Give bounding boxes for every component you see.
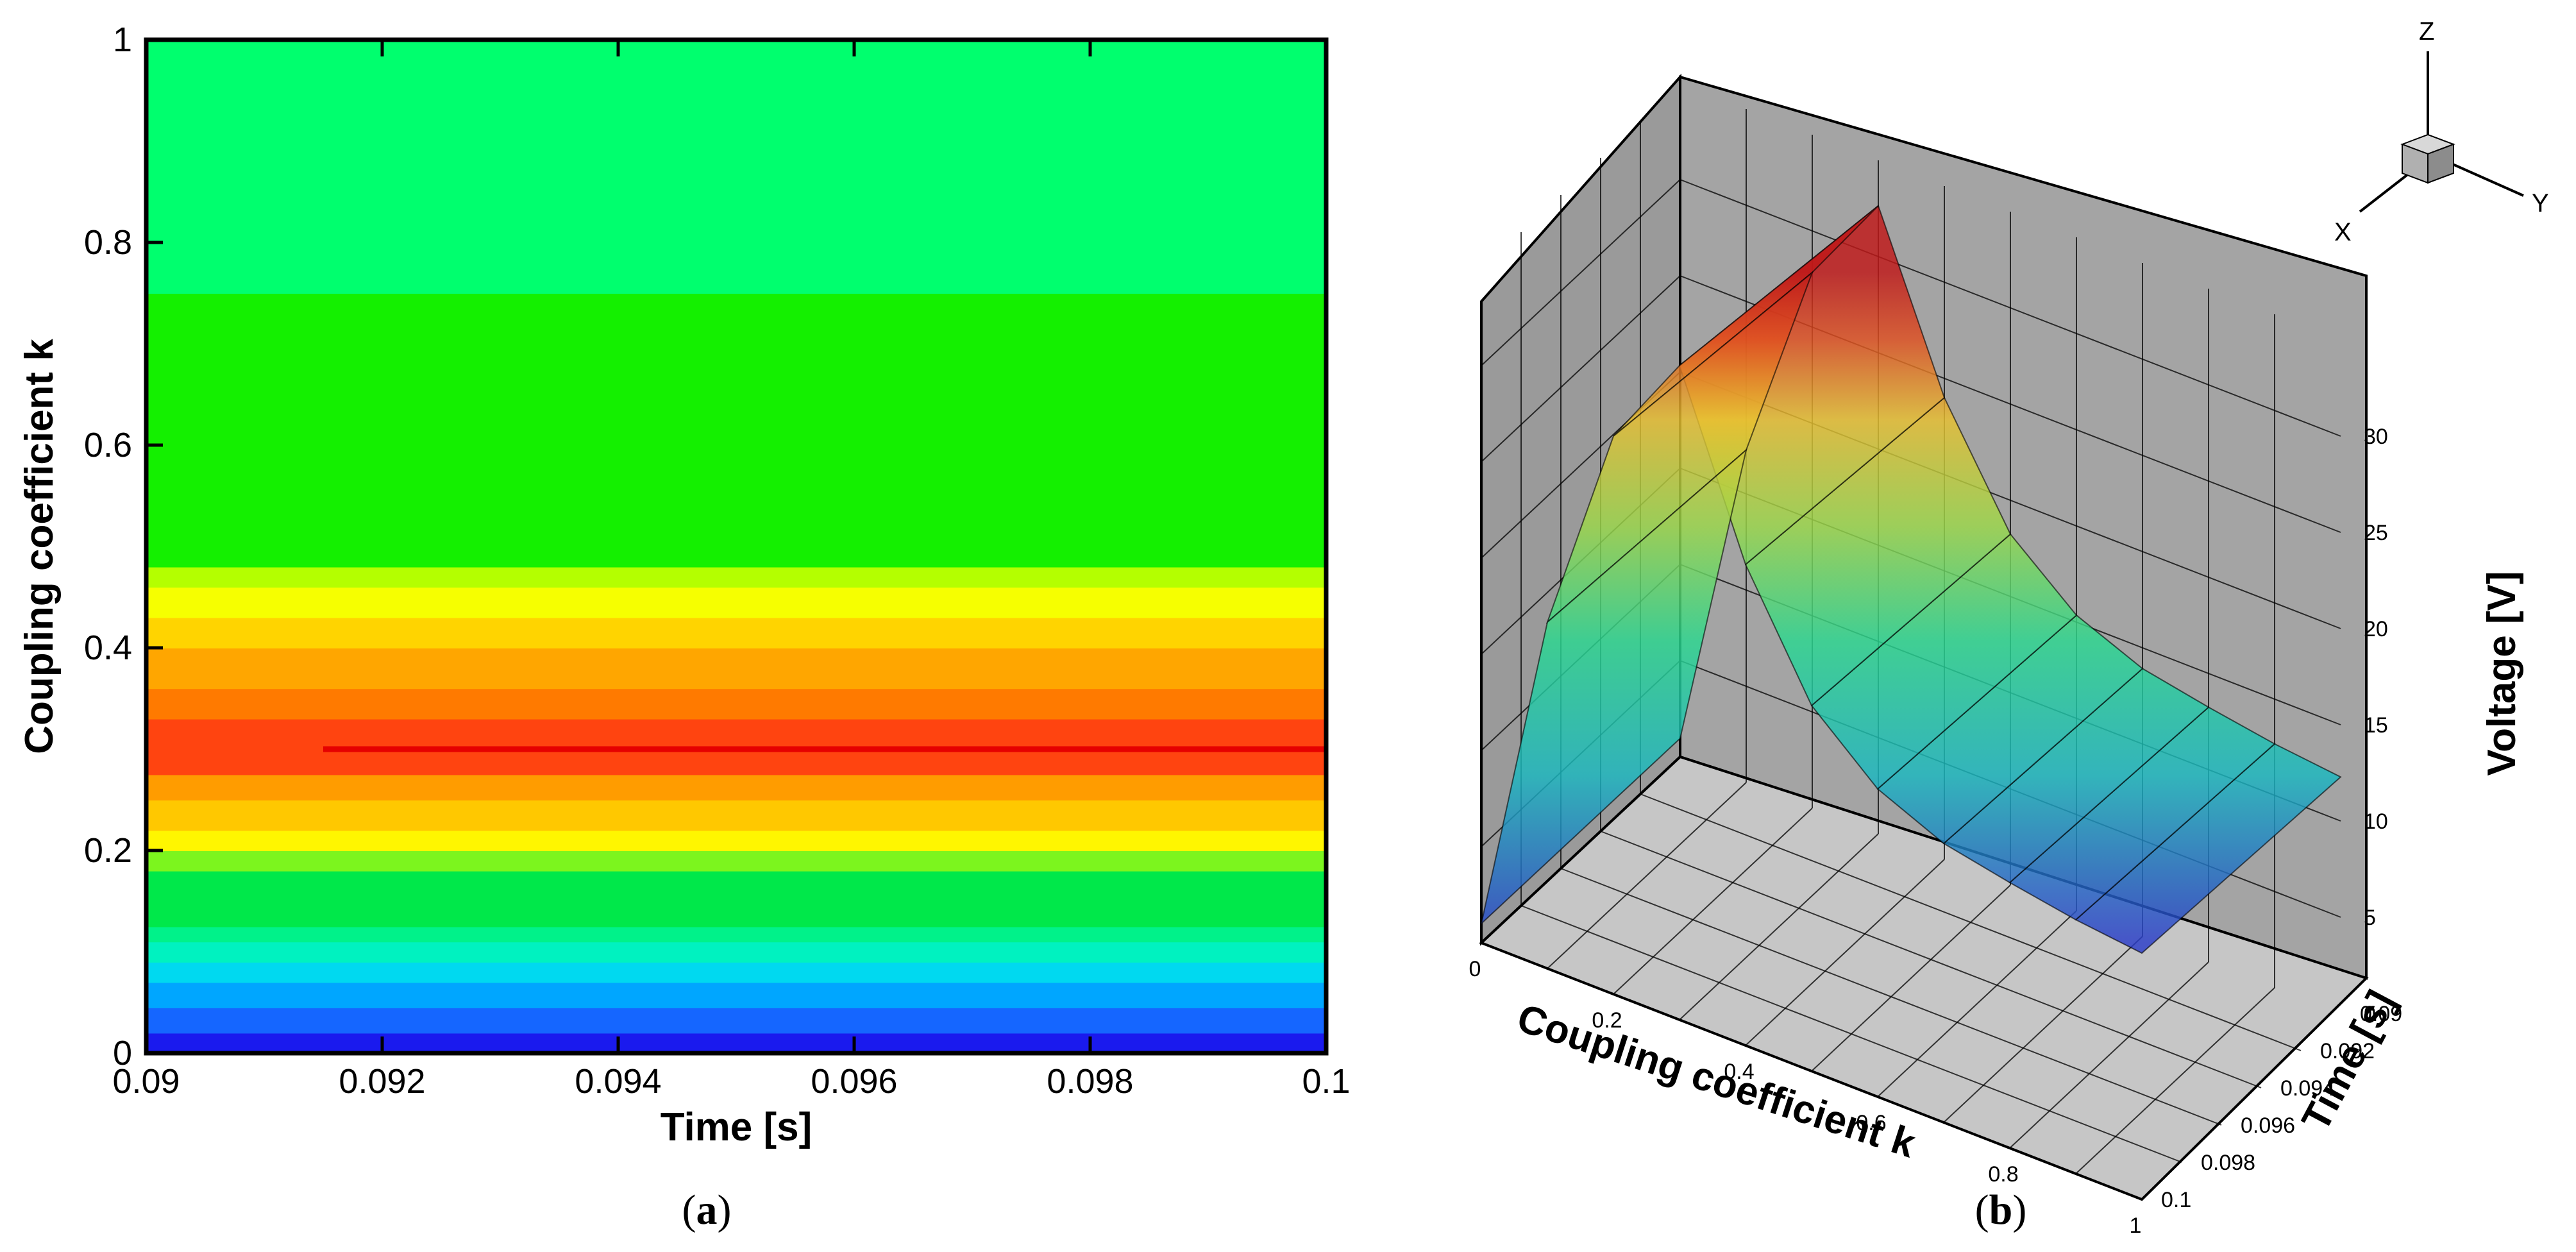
- voltage-axis-ticks: 0 5 10 15 20 25 30: [2364, 425, 2388, 1026]
- contour-band-7: [146, 850, 1326, 872]
- x-tick-label: 0.092: [339, 1062, 425, 1101]
- orientation-triad: Z Y X: [2334, 17, 2549, 246]
- k-tick-label: 0.8: [1988, 1162, 2018, 1187]
- grid-line: [2009, 961, 2209, 1149]
- k-tick-label: 0: [1469, 957, 1481, 981]
- floor-plane: [1479, 755, 2369, 1201]
- grid-line: [1745, 859, 1945, 1046]
- y-tick-label: 0.8: [84, 223, 132, 262]
- grid-line: [1547, 782, 1747, 969]
- x-tick-label: 0.09: [112, 1062, 180, 1101]
- grid-line: [1640, 793, 2302, 1051]
- grid-line: [1481, 179, 1681, 366]
- panel-a-caption: (a): [682, 1187, 732, 1233]
- x-tick-label: 0.1: [1302, 1062, 1350, 1101]
- y-tick-label: 0: [113, 1034, 132, 1072]
- y-axis-ticks: 0 0.2 0.4 0.6 0.8 1: [84, 21, 163, 1072]
- time-tick-label: 0.09: [2360, 1002, 2402, 1026]
- plot-frame: [144, 37, 1329, 1056]
- voltage-tick-label: 15: [2364, 713, 2388, 738]
- time-tick-label: 0.096: [2241, 1113, 2295, 1138]
- grid-line: [1613, 808, 1813, 995]
- grid-line: [2075, 987, 2275, 1174]
- grid-line: [1679, 179, 2341, 437]
- k-axis-ticks: 0 0.2 0.4 0.6 0.8 1: [1469, 957, 2142, 1238]
- y-tick-label: 0.6: [84, 426, 132, 464]
- contour-band-12: [146, 688, 1326, 720]
- contour-band-18: [146, 40, 1326, 294]
- x-tick-label: 0.098: [1047, 1062, 1133, 1101]
- grid-line: [1600, 831, 2262, 1088]
- voltage-tick-label: 0: [2364, 1002, 2376, 1026]
- contour-band-1: [146, 1007, 1326, 1034]
- panel-b-caption: (b): [1975, 1187, 2027, 1233]
- contour-band-9: [146, 800, 1326, 831]
- time-tick-label: 0.1: [2161, 1188, 2191, 1212]
- triad-y-label: Y: [2532, 189, 2549, 217]
- voltage-tick-label: 20: [2364, 617, 2388, 641]
- contour-band-6: [146, 870, 1326, 927]
- triad-x-label: X: [2334, 218, 2352, 246]
- contour-band-8: [146, 830, 1326, 851]
- contour-band-2: [146, 982, 1326, 1008]
- x-tick-label: 0.094: [575, 1062, 661, 1101]
- k-tick-label: 1: [2130, 1214, 2142, 1238]
- contour-band-10: [146, 774, 1326, 800]
- contour-band-16: [146, 566, 1326, 588]
- y-tick-label: 0.4: [84, 629, 132, 667]
- x-tick-label: 0.096: [811, 1062, 897, 1101]
- k-tick-label: 0.4: [1724, 1060, 1754, 1084]
- voltage-tick-label: 25: [2364, 521, 2388, 545]
- contour-band-0: [146, 1033, 1326, 1054]
- grid-line: [1811, 884, 2011, 1072]
- contour-band-4: [146, 942, 1326, 963]
- x-axis-label: Time [s]: [661, 1105, 812, 1149]
- time-axis-ticks: 0.09 0.092 0.094 0.096 0.098 0.1: [2161, 1002, 2402, 1212]
- voltage-axis-label: Voltage [V]: [2480, 571, 2524, 775]
- y-axis-label: Coupling coefficient k: [17, 339, 62, 754]
- voltage-surface: [1480, 205, 2342, 954]
- grid-line: [1520, 905, 2182, 1163]
- time-tick-label: 0.094: [2280, 1076, 2335, 1101]
- contour-bands: [146, 40, 1326, 1054]
- y-tick-label: 0.2: [84, 831, 132, 870]
- voltage-tick-label: 5: [2364, 906, 2376, 930]
- x-axis-ticks: 0.09 0.092 0.094 0.096 0.098 0.1: [112, 40, 1351, 1101]
- contour-band-3: [146, 961, 1326, 983]
- grid-line: [1877, 910, 2077, 1097]
- voltage-tick-label: 30: [2364, 425, 2388, 449]
- panel-b: 00.20.40.60.81 0.090.0920.0940.0960.0980…: [1469, 17, 2549, 1238]
- y-tick-label: 1: [113, 21, 132, 59]
- voltage-tick-label: 10: [2364, 809, 2388, 834]
- surface-patch-0: [1480, 448, 1747, 926]
- k-tick-label: 0.6: [1856, 1111, 1886, 1135]
- time-tick-label: 0.098: [2201, 1151, 2255, 1175]
- grid-line: [1943, 936, 2143, 1123]
- grid-line: [1679, 833, 1879, 1020]
- contour-band-14: [146, 617, 1326, 648]
- contour-band-13: [146, 648, 1326, 689]
- k-tick-label: 0.2: [1592, 1008, 1622, 1033]
- grid-line: [1481, 275, 1681, 462]
- grid-line: [1560, 868, 2222, 1126]
- contour-band-5: [146, 926, 1326, 943]
- contour-band-17: [146, 293, 1326, 568]
- time-tick-label: 0.092: [2320, 1039, 2375, 1063]
- contour-band-15: [146, 587, 1326, 618]
- panel-a: 0.09 0.092 0.094 0.096 0.098 0.1 00.20.40.60.…: [17, 21, 1351, 1233]
- triad-z-label: Z: [2419, 17, 2434, 46]
